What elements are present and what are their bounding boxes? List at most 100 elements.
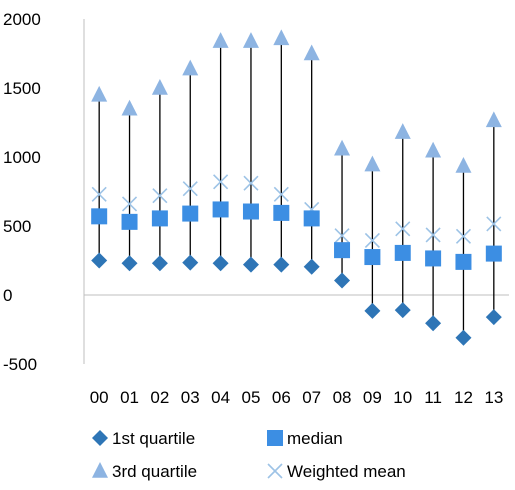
point-square-00: [91, 208, 108, 225]
legend-label: median: [287, 429, 343, 448]
point-triangle-02: [151, 79, 168, 95]
point-x-08: [334, 228, 350, 244]
point-square-13: [485, 245, 502, 262]
x-tick-label: 03: [181, 388, 200, 407]
point-x-06-stroke: [273, 186, 289, 202]
point-diamond-07: [303, 258, 320, 275]
x-tick-label: 06: [272, 388, 291, 407]
legend-item: 3rd quartile: [92, 462, 197, 481]
point-square-01: [121, 213, 138, 230]
legend-marker-x-stroke: [267, 463, 283, 479]
point-triangle-05: [242, 32, 259, 48]
point-diamond-10: [394, 302, 411, 319]
x-tick-label: 02: [150, 388, 169, 407]
legend-label: 3rd quartile: [112, 462, 197, 481]
point-square-08: [334, 242, 351, 259]
x-tick-label: 00: [90, 388, 109, 407]
point-square-06: [273, 204, 290, 221]
point-diamond-12: [455, 329, 472, 346]
point-diamond-00: [91, 252, 108, 269]
legend-label: 1st quartile: [112, 429, 195, 448]
point-x-09: [364, 232, 380, 249]
point-x-10: [395, 221, 411, 237]
point-x-04: [213, 174, 229, 190]
point-x-09-stroke: [364, 232, 380, 249]
point-triangle-07: [303, 44, 320, 61]
point-x-03: [182, 181, 198, 197]
x-tick-label: 09: [363, 388, 382, 407]
legend-item: 1st quartile: [92, 429, 195, 448]
point-square-12: [455, 253, 472, 270]
y-tick-label: 0: [3, 286, 12, 305]
point-triangle-01: [121, 99, 138, 116]
legend: 1st quartile median 3rd quartile Weighted m…: [92, 429, 406, 481]
x-tick-label: 12: [454, 388, 473, 407]
point-x-13: [486, 216, 502, 232]
point-square-03: [182, 205, 199, 222]
point-diamond-01: [121, 255, 138, 272]
point-square-04: [212, 201, 229, 218]
legend-item: median: [267, 429, 343, 448]
legend-marker-triangle: [92, 462, 108, 478]
point-triangle-10: [394, 123, 411, 139]
point-x-08-stroke: [334, 228, 350, 244]
point-triangle-03: [182, 59, 199, 76]
x-tick-label: 01: [120, 388, 139, 407]
point-x-10-stroke: [395, 221, 411, 237]
x-tick-label: 10: [393, 388, 412, 407]
point-x-04-stroke: [213, 174, 229, 190]
axes: 2000 1500 1000 500 0 -500 00 01 02 03 04 05 06 07 08 09…: [3, 10, 509, 407]
point-triangle-08: [334, 139, 351, 156]
point-x-11-stroke: [425, 227, 441, 243]
point-diamond-13: [485, 309, 502, 326]
y-tick-label: 1000: [3, 148, 41, 167]
x-tick-label: 04: [211, 388, 230, 407]
point-x-12-stroke: [455, 228, 472, 244]
x-tick-label: 07: [302, 388, 321, 407]
legend-marker-diamond: [92, 430, 108, 446]
point-square-05: [242, 203, 259, 220]
point-triangle-06: [273, 29, 290, 46]
point-x-13-stroke: [486, 216, 502, 232]
point-x-11: [425, 227, 441, 243]
point-diamond-05: [242, 256, 259, 273]
legend-label: Weighted mean: [287, 462, 406, 481]
point-diamond-06: [273, 256, 290, 273]
point-square-09: [364, 249, 381, 266]
y-tick-label: 1500: [3, 79, 41, 98]
point-square-11: [425, 250, 442, 267]
point-x-02-stroke: [152, 188, 168, 204]
point-x-05-stroke: [243, 175, 259, 191]
point-x-05: [243, 175, 259, 191]
point-diamond-09: [364, 302, 381, 319]
point-x-00: [91, 186, 107, 202]
x-tick-label: 08: [333, 388, 352, 407]
point-diamond-11: [425, 315, 442, 332]
point-triangle-11: [425, 141, 442, 158]
point-diamond-04: [212, 255, 229, 272]
x-tick-label: 13: [484, 388, 503, 407]
x-tick-label: 05: [242, 388, 261, 407]
point-diamond-08: [334, 272, 351, 289]
legend-item: Weighted mean: [267, 462, 406, 481]
legend-marker-square: [267, 430, 283, 446]
high-low-lines: [98, 38, 495, 338]
point-x-01: [121, 196, 138, 212]
point-x-01-stroke: [121, 196, 138, 212]
point-square-02: [151, 210, 168, 227]
point-triangle-00: [91, 85, 108, 102]
point-triangle-13: [485, 111, 502, 128]
y-tick-label: 500: [3, 217, 31, 236]
point-x-02: [152, 188, 168, 204]
x-tick-label: 11: [424, 388, 442, 407]
y-tick-label: -500: [3, 355, 37, 374]
point-x-00-stroke: [91, 186, 107, 202]
point-x-06: [273, 186, 289, 202]
point-square-10: [394, 244, 411, 261]
point-x-12: [455, 228, 472, 244]
point-square-07: [303, 210, 320, 227]
point-x-03-stroke: [182, 181, 198, 197]
point-diamond-03: [182, 254, 199, 271]
point-triangle-04: [212, 32, 229, 48]
